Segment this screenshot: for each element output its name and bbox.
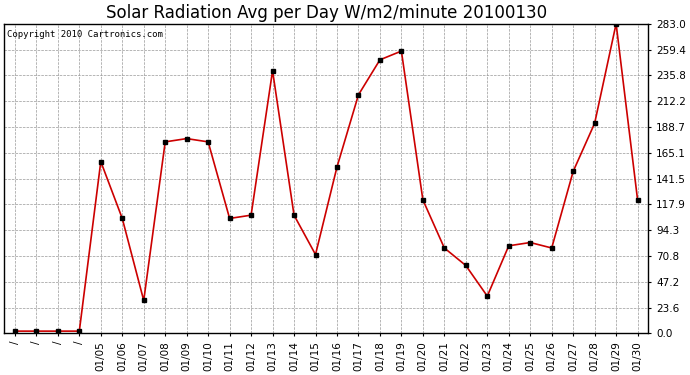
Title: Solar Radiation Avg per Day W/m2/minute 20100130: Solar Radiation Avg per Day W/m2/minute … (106, 4, 546, 22)
Text: Copyright 2010 Cartronics.com: Copyright 2010 Cartronics.com (8, 30, 164, 39)
